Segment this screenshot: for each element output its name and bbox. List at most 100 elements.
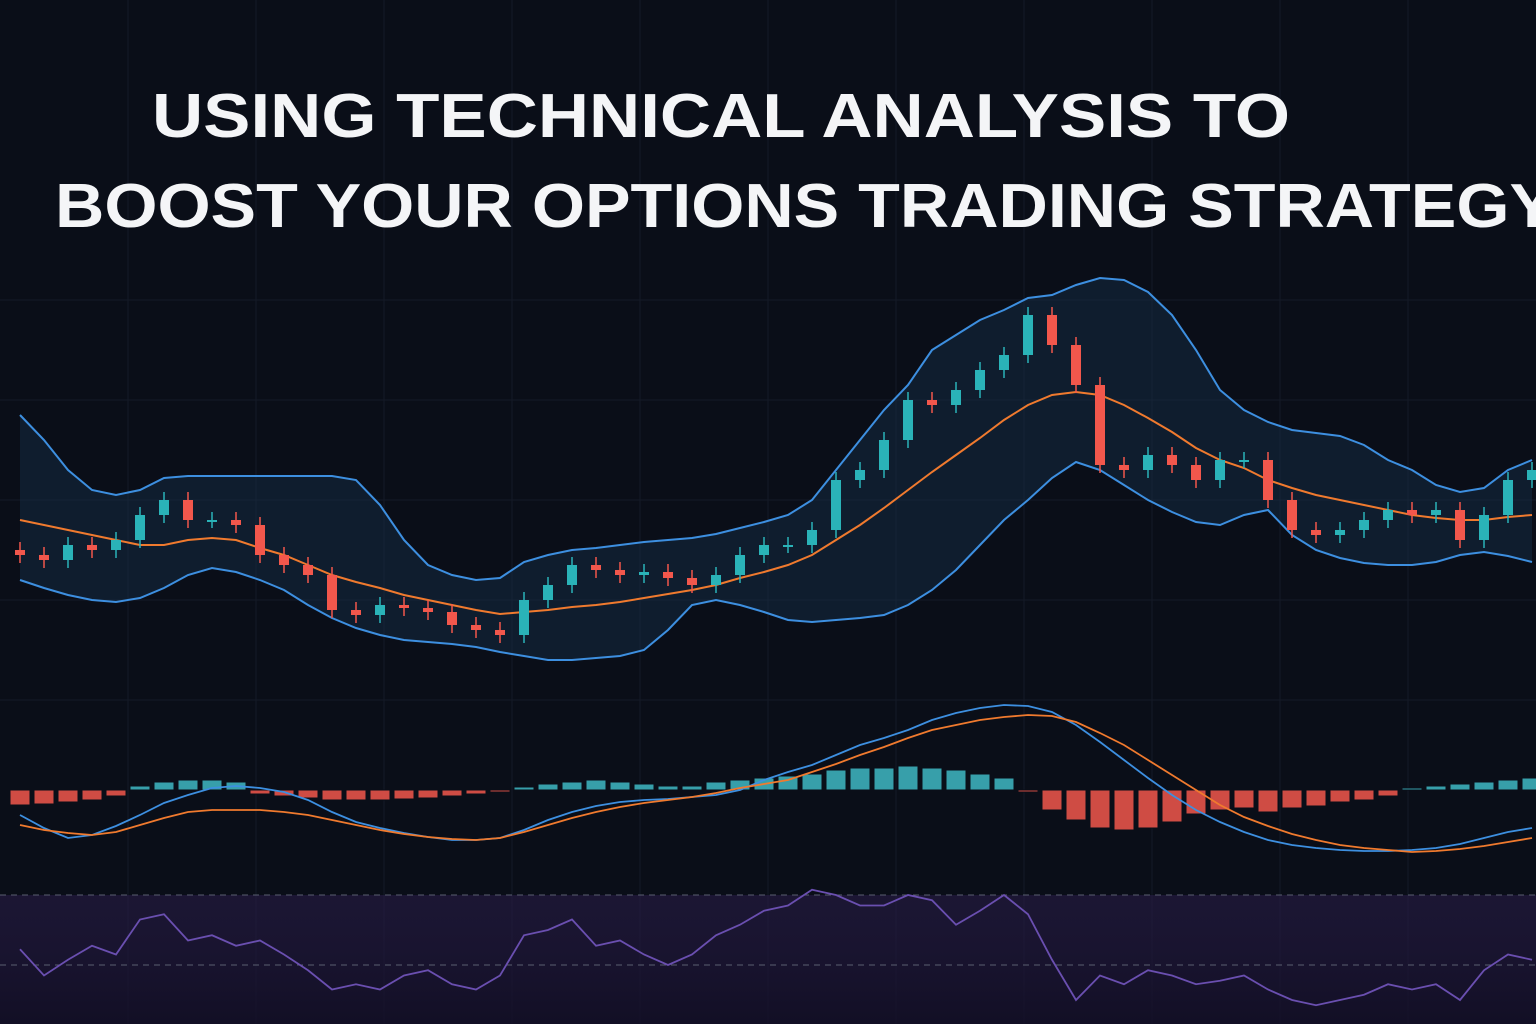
rsi-background [0, 895, 1536, 1024]
candle-body [1095, 385, 1105, 465]
candle-body [1119, 465, 1129, 470]
candle-body [231, 520, 241, 525]
candle-body [831, 480, 841, 530]
histogram-bar [969, 773, 991, 791]
candle-body [1287, 500, 1297, 530]
histogram-bar [1281, 789, 1303, 809]
candle-body [1167, 455, 1177, 465]
histogram-bar [1425, 785, 1447, 791]
indicator-line [19, 888, 1533, 1007]
candle-body [447, 612, 457, 625]
histogram-bar [801, 773, 823, 791]
histogram-bar [369, 789, 391, 801]
candle-body [711, 575, 721, 585]
candle-body [471, 625, 481, 630]
histogram-bar [681, 785, 703, 791]
title-line: BOOST YOUR OPTIONS TRADING STRATEGY [55, 172, 1536, 241]
histogram-bar [561, 781, 583, 791]
histogram-bar [1497, 779, 1519, 791]
candle-body [207, 520, 217, 522]
title-line: USING TECHNICAL ANALYSIS TO [152, 82, 1290, 151]
histogram-bar [9, 789, 31, 806]
candle-body [975, 370, 985, 390]
histogram-bar [129, 785, 151, 791]
histogram-bar [609, 781, 631, 791]
candle-body [39, 555, 49, 560]
candle-body [543, 585, 553, 600]
candle-body [687, 578, 697, 585]
candle-body [1407, 510, 1417, 515]
candle-body [1239, 460, 1249, 462]
histogram-bar [1449, 783, 1471, 791]
histogram-bar [33, 789, 55, 805]
candle-body [423, 608, 433, 612]
indicator-line [19, 276, 1533, 582]
candle-body [783, 545, 793, 547]
candle-body [15, 550, 25, 555]
indicator-line [19, 704, 1533, 852]
histogram-bar [345, 789, 367, 801]
candle-body [639, 572, 649, 575]
histogram-bar [1089, 789, 1111, 829]
histogram-bar [1137, 789, 1159, 829]
histogram-bar [585, 779, 607, 791]
histogram-bar [1233, 789, 1255, 809]
indicator-line [19, 714, 1533, 853]
candle-body [663, 572, 673, 578]
histogram-bar [105, 789, 127, 797]
histogram-bar [1209, 789, 1231, 811]
candle-body [1359, 520, 1369, 530]
histogram-bar [897, 765, 919, 791]
candle-body [111, 540, 121, 550]
histogram-bar [57, 789, 79, 803]
candle-body [1215, 460, 1225, 480]
candle-body [351, 610, 361, 615]
candle-body [951, 390, 961, 405]
candle-body [1047, 315, 1057, 345]
candle-body [1503, 480, 1513, 515]
histogram-bar [273, 789, 295, 797]
indicator-line [19, 390, 1533, 616]
candle-body [879, 440, 889, 470]
candle-body [87, 545, 97, 550]
histogram-bar [1401, 787, 1423, 791]
candle-body [255, 525, 265, 555]
histogram-bar [1113, 789, 1135, 831]
candle-body [1191, 465, 1201, 480]
histogram-bar [1329, 789, 1351, 803]
candle-body [1311, 530, 1321, 535]
candle-body [327, 575, 337, 610]
histogram-bar [465, 789, 487, 795]
candle-body [1479, 515, 1489, 540]
histogram-bar [1065, 789, 1087, 821]
histogram-bar [81, 789, 103, 801]
charts [0, 276, 1536, 1007]
histogram-bar [513, 786, 535, 791]
histogram-bar [633, 783, 655, 791]
candle-body [279, 555, 289, 565]
histogram-bar [1377, 789, 1399, 797]
histogram-bar [489, 789, 511, 793]
histogram-bar [1257, 789, 1279, 813]
histogram-bar [417, 789, 439, 799]
histogram-bar [1041, 789, 1063, 811]
histogram-bar [849, 767, 871, 791]
candle-body [1455, 510, 1465, 540]
histogram-bar [993, 777, 1015, 791]
candle-body [1143, 455, 1153, 470]
histogram-bar [1473, 781, 1495, 791]
candle-body [855, 470, 865, 480]
histogram-bar [297, 789, 319, 799]
candle-body [567, 565, 577, 585]
histogram-bar [1305, 789, 1327, 807]
candle-body [1335, 530, 1345, 535]
histogram-bar [873, 767, 895, 791]
histogram-bar [201, 779, 223, 791]
histogram-bar [777, 775, 799, 791]
histogram-bar [921, 767, 943, 791]
candle-body [999, 355, 1009, 370]
candle-body [1527, 470, 1536, 480]
candle-body [303, 565, 313, 575]
candle-body [1383, 510, 1393, 520]
